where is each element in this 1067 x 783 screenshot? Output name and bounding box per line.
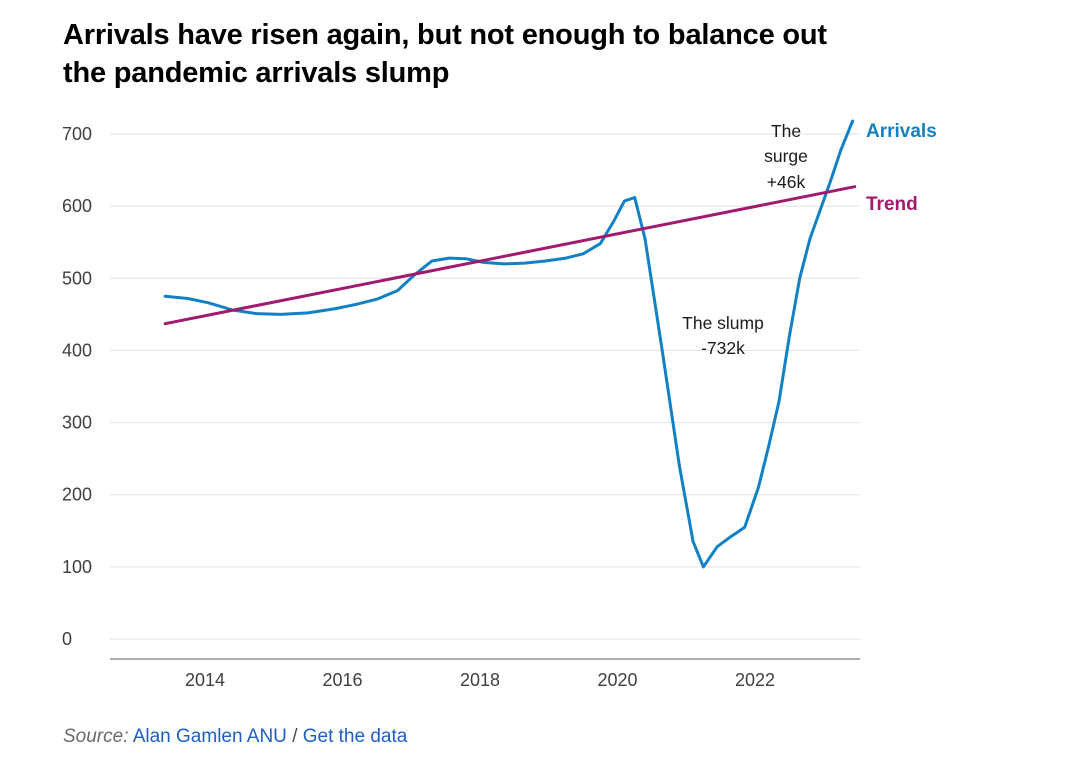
chart-title: Arrivals have risen again, but not enoug… xyxy=(63,19,827,90)
y-tick-label: 300 xyxy=(62,413,92,433)
legend-trend: Trend xyxy=(866,194,918,215)
chart-canvas: 0 100 200 300 400 500 600 700 2014 2016 2018 2020 20… xyxy=(62,119,860,690)
get-data-link[interactable]: Get the data xyxy=(302,726,408,747)
x-tick-label: 2016 xyxy=(322,670,362,690)
source-separator: / xyxy=(292,726,298,747)
legend-arrivals: Arrivals xyxy=(866,121,937,142)
annotation-slump: The slump -732k xyxy=(682,313,764,359)
source-line: Source: Alan Gamlen ANU / Get the data xyxy=(63,726,407,748)
x-tick-label: 2020 xyxy=(597,670,637,690)
y-tick-label: 500 xyxy=(62,268,92,288)
y-tick-label: 0 xyxy=(62,629,72,649)
source-author-link[interactable]: Alan Gamlen ANU xyxy=(132,726,287,747)
arrivals-line xyxy=(163,119,855,569)
y-tick-label: 100 xyxy=(62,557,92,577)
x-tick-label: 2014 xyxy=(185,670,225,690)
x-tick-label: 2022 xyxy=(735,670,775,690)
annotation-surge: The surge +46k xyxy=(764,121,808,192)
y-tick-label: 200 xyxy=(62,485,92,505)
source-prefix: Source: xyxy=(63,726,129,747)
y-tick-label: 600 xyxy=(62,196,92,216)
y-tick-label: 400 xyxy=(62,340,92,360)
x-tick-label: 2018 xyxy=(460,670,500,690)
y-tick-label: 700 xyxy=(62,124,92,144)
trend-line xyxy=(163,185,857,326)
